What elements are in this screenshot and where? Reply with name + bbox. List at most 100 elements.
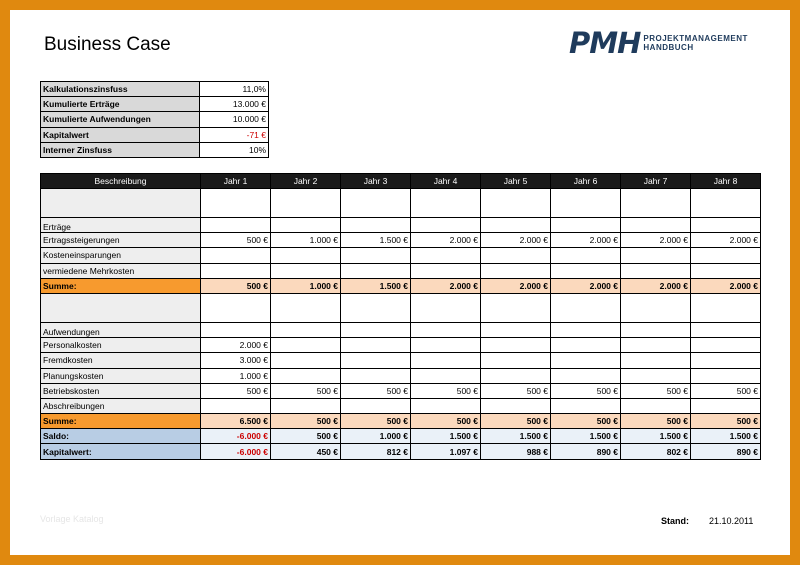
table-cell[interactable] xyxy=(340,337,411,354)
table-cell[interactable] xyxy=(480,397,551,415)
table-cell[interactable] xyxy=(270,367,341,384)
table-cell[interactable]: 890 € xyxy=(690,443,761,460)
table-cell[interactable]: 500 € xyxy=(270,428,341,445)
table-cell[interactable]: 1.500 € xyxy=(410,428,481,445)
table-cell[interactable] xyxy=(340,292,411,323)
table-cell[interactable]: 500 € xyxy=(690,413,761,430)
table-cell[interactable]: 500 € xyxy=(480,382,551,399)
table-cell[interactable] xyxy=(410,216,481,234)
table-cell[interactable] xyxy=(550,292,621,323)
table-cell[interactable] xyxy=(690,352,761,369)
table-cell[interactable]: 802 € xyxy=(620,443,691,460)
table-cell[interactable] xyxy=(690,337,761,354)
kpi-value[interactable]: 10.000 € xyxy=(199,111,269,128)
table-cell[interactable] xyxy=(200,292,271,323)
row-label[interactable] xyxy=(40,188,201,218)
table-cell[interactable]: 1.500 € xyxy=(340,232,411,249)
table-cell[interactable]: 500 € xyxy=(480,413,551,430)
table-cell[interactable] xyxy=(690,262,761,279)
table-cell[interactable] xyxy=(690,247,761,264)
table-cell[interactable]: 1.500 € xyxy=(480,428,551,445)
table-cell[interactable]: 500 € xyxy=(620,413,691,430)
table-cell[interactable]: 500 € xyxy=(200,232,271,249)
table-cell[interactable]: 2.000 € xyxy=(200,337,271,354)
table-cell[interactable] xyxy=(270,262,341,279)
table-cell[interactable]: 2.000 € xyxy=(480,277,551,294)
row-label[interactable]: Kapitalwert: xyxy=(40,443,201,460)
table-cell[interactable] xyxy=(270,352,341,369)
row-label[interactable]: Planungskosten xyxy=(40,367,201,384)
table-cell[interactable] xyxy=(480,188,551,218)
table-cell[interactable] xyxy=(480,247,551,264)
kpi-value[interactable]: -71 € xyxy=(199,126,269,143)
table-cell[interactable] xyxy=(410,337,481,354)
table-cell[interactable]: 2.000 € xyxy=(410,232,481,249)
row-label[interactable] xyxy=(40,292,201,323)
table-cell[interactable] xyxy=(550,262,621,279)
table-cell[interactable]: 2.000 € xyxy=(550,232,621,249)
table-cell[interactable] xyxy=(410,352,481,369)
table-cell[interactable] xyxy=(410,321,481,339)
row-label[interactable]: Saldo: xyxy=(40,428,201,445)
table-cell[interactable] xyxy=(620,367,691,384)
table-cell[interactable] xyxy=(550,337,621,354)
table-cell[interactable] xyxy=(410,367,481,384)
table-cell[interactable] xyxy=(200,247,271,264)
table-cell[interactable] xyxy=(340,247,411,264)
table-cell[interactable]: 500 € xyxy=(200,277,271,294)
table-cell[interactable] xyxy=(550,188,621,218)
table-cell[interactable] xyxy=(550,367,621,384)
table-cell[interactable] xyxy=(410,397,481,415)
table-cell[interactable]: 6.500 € xyxy=(200,413,271,430)
table-cell[interactable] xyxy=(410,262,481,279)
table-cell[interactable]: 1.500 € xyxy=(550,428,621,445)
kpi-value[interactable]: 10% xyxy=(199,141,269,158)
table-cell[interactable] xyxy=(620,292,691,323)
table-cell[interactable] xyxy=(690,321,761,339)
table-cell[interactable] xyxy=(340,321,411,339)
table-cell[interactable]: 500 € xyxy=(690,382,761,399)
row-label[interactable]: Personalkosten xyxy=(40,337,201,354)
row-label[interactable]: vermiedene Mehrkosten xyxy=(40,262,201,279)
table-cell[interactable]: 2.000 € xyxy=(690,277,761,294)
table-cell[interactable]: 2.000 € xyxy=(480,232,551,249)
table-cell[interactable]: 500 € xyxy=(410,382,481,399)
table-cell[interactable] xyxy=(200,262,271,279)
table-cell[interactable]: 890 € xyxy=(550,443,621,460)
table-cell[interactable] xyxy=(340,397,411,415)
table-cell[interactable]: 500 € xyxy=(340,382,411,399)
table-cell[interactable] xyxy=(620,337,691,354)
kpi-value[interactable]: 13.000 € xyxy=(199,96,269,113)
table-cell[interactable]: 450 € xyxy=(270,443,341,460)
table-cell[interactable] xyxy=(550,216,621,234)
table-cell[interactable]: 500 € xyxy=(200,382,271,399)
table-cell[interactable] xyxy=(690,292,761,323)
table-cell[interactable] xyxy=(340,188,411,218)
table-cell[interactable] xyxy=(690,216,761,234)
row-label[interactable]: Betriebskosten xyxy=(40,382,201,399)
table-cell[interactable]: -6.000 € xyxy=(200,443,271,460)
row-label[interactable]: Fremdkosten xyxy=(40,352,201,369)
table-cell[interactable] xyxy=(270,337,341,354)
table-cell[interactable] xyxy=(200,188,271,218)
row-label[interactable]: Kosteneinsparungen xyxy=(40,247,201,264)
row-label[interactable]: Ertragssteigerungen xyxy=(40,232,201,249)
table-cell[interactable] xyxy=(690,367,761,384)
table-cell[interactable]: 2.000 € xyxy=(410,277,481,294)
row-label[interactable]: Abschreibungen xyxy=(40,397,201,415)
table-cell[interactable] xyxy=(480,352,551,369)
table-cell[interactable]: 500 € xyxy=(340,413,411,430)
table-cell[interactable] xyxy=(410,247,481,264)
table-cell[interactable]: 1.500 € xyxy=(690,428,761,445)
table-cell[interactable]: 988 € xyxy=(480,443,551,460)
table-cell[interactable] xyxy=(620,262,691,279)
table-cell[interactable]: 1.500 € xyxy=(340,277,411,294)
table-cell[interactable] xyxy=(620,397,691,415)
table-cell[interactable] xyxy=(270,292,341,323)
table-cell[interactable]: 500 € xyxy=(550,413,621,430)
table-cell[interactable]: -6.000 € xyxy=(200,428,271,445)
table-cell[interactable]: 500 € xyxy=(620,382,691,399)
table-cell[interactable] xyxy=(620,188,691,218)
table-cell[interactable]: 1.000 € xyxy=(270,277,341,294)
table-cell[interactable] xyxy=(480,216,551,234)
